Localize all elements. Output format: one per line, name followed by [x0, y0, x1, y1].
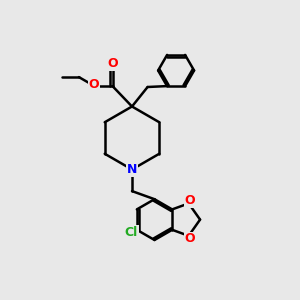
- Text: O: O: [88, 78, 99, 92]
- Text: O: O: [185, 194, 196, 207]
- Text: O: O: [185, 232, 196, 245]
- Text: Cl: Cl: [125, 226, 138, 239]
- Text: O: O: [108, 57, 118, 70]
- Text: N: N: [127, 163, 137, 176]
